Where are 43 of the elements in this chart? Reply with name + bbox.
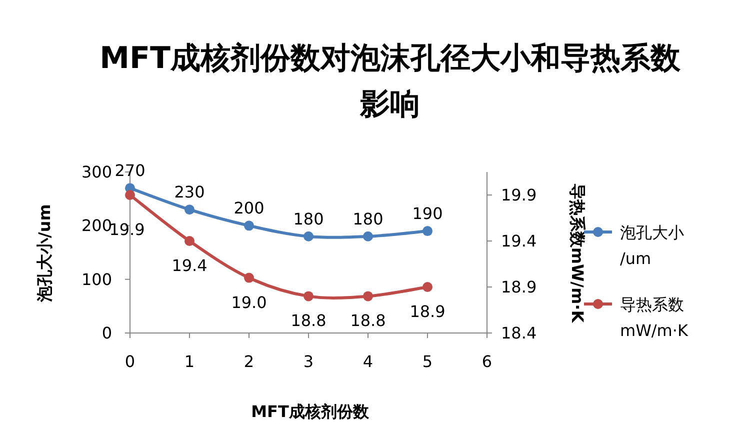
y2-tick-label: 18.4 xyxy=(501,324,537,342)
point xyxy=(422,226,432,236)
data-label: 200 xyxy=(234,198,264,218)
point xyxy=(304,231,314,242)
point xyxy=(244,272,254,283)
y-tick-label: 0 xyxy=(102,324,112,342)
point xyxy=(363,291,373,302)
data-label: 18.8 xyxy=(350,311,386,330)
data-label: 18.8 xyxy=(290,311,326,330)
y-tick-label: 200 xyxy=(81,216,112,236)
point xyxy=(184,236,194,246)
x-tick-label: 3 xyxy=(303,352,314,371)
x-tick-label: 5 xyxy=(422,352,433,371)
x-axis-title: MFT成核剂份数 xyxy=(251,402,370,421)
legend-label: 导热系数mW/m·K xyxy=(620,295,688,340)
y-axis-title: 泡孔大小/um xyxy=(35,204,54,303)
y2-tick-label: 19.4 xyxy=(501,232,537,250)
point xyxy=(422,282,432,292)
x-tick-label: 4 xyxy=(362,352,374,371)
data-label: 190 xyxy=(412,204,443,224)
point xyxy=(184,204,194,215)
x-tick-label: 6 xyxy=(482,352,492,371)
x-tick-label: 1 xyxy=(184,352,195,371)
data-label: 19.0 xyxy=(231,292,267,312)
data-label: 19.4 xyxy=(172,256,208,275)
x-tick-label: 2 xyxy=(244,352,254,371)
point xyxy=(363,231,373,242)
point xyxy=(244,220,254,231)
point xyxy=(125,190,135,200)
legend-label: 泡孔大小/um xyxy=(620,223,684,268)
data-label: 180 xyxy=(293,209,324,228)
y2-axis-title: 导热系数mW/m·K xyxy=(568,183,587,324)
data-label: 230 xyxy=(174,182,205,202)
y2-tick-label: 18.9 xyxy=(501,278,537,296)
point xyxy=(304,291,314,302)
chart-title: MFT成核剂份数对泡沫孔径大小和导热系数影响 xyxy=(100,41,682,122)
data-label: 180 xyxy=(352,209,384,228)
y2-tick-label: 19.9 xyxy=(501,186,537,204)
x-tick-label: 0 xyxy=(124,352,136,371)
data-label: 270 xyxy=(114,161,146,180)
y-tick-label: 100 xyxy=(81,270,112,289)
y-tick-label: 300 xyxy=(81,162,112,182)
data-label: 18.9 xyxy=(410,302,446,321)
